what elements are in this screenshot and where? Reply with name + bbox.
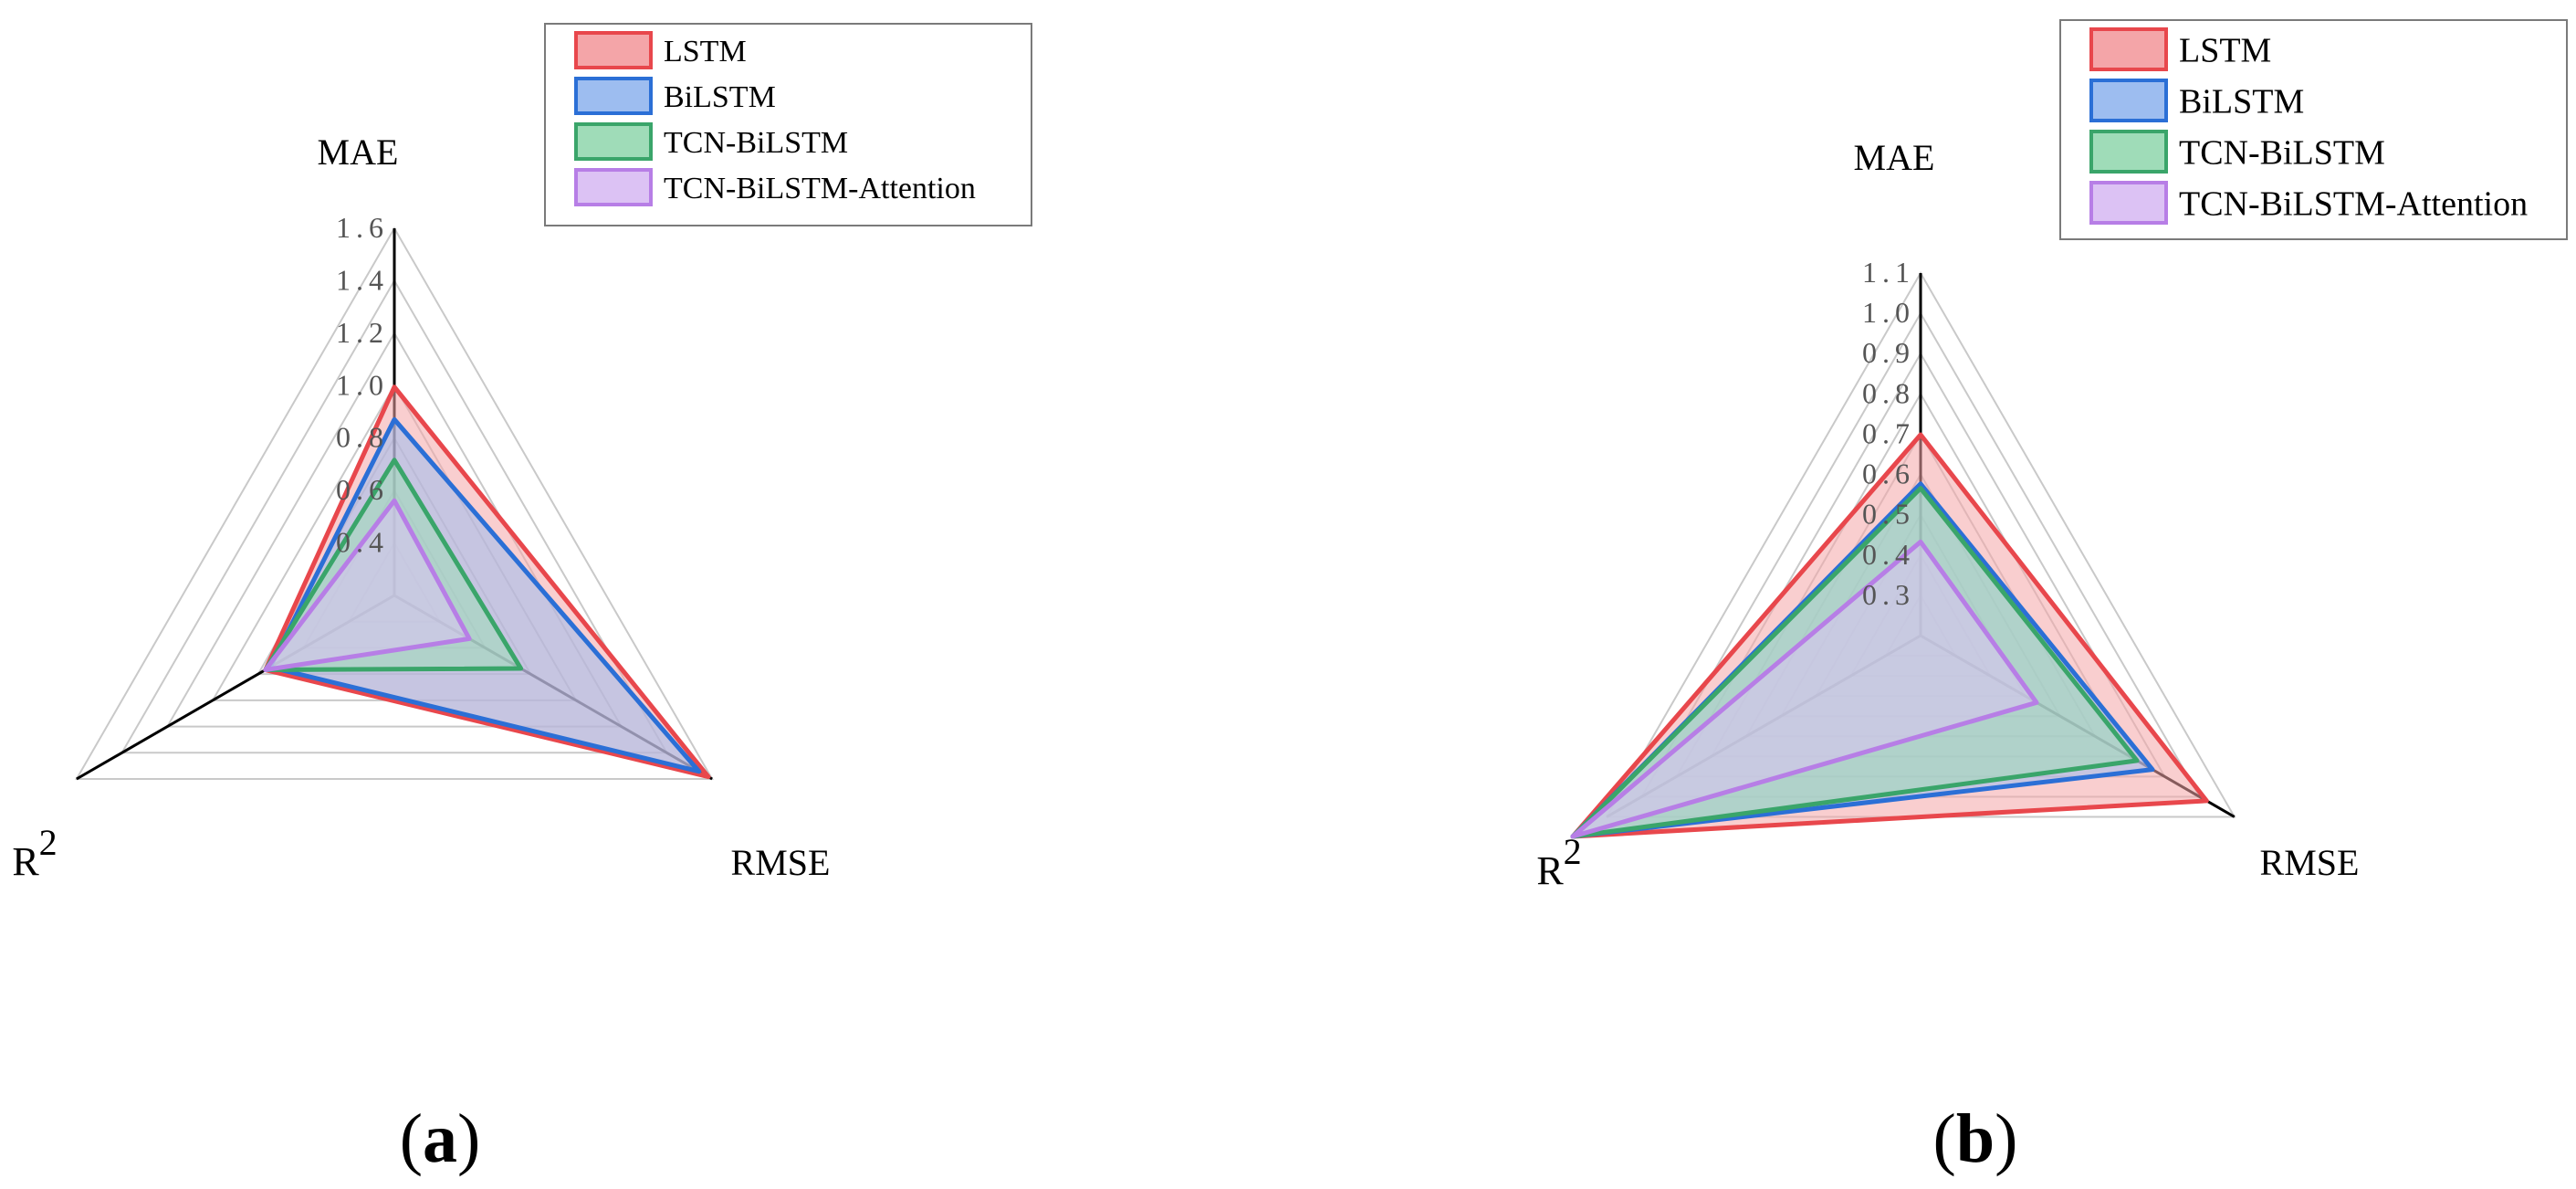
radar-chart-b: 0.3 0.4 0.5 0.6 0.7 0.8 0.9 1.0 1.1 MAE RMSE R2 LSTM… (1536, 19, 2568, 893)
legend-swatch-b-0 (2089, 27, 2168, 71)
legend-label-a-0: LSTM (664, 35, 747, 68)
grid-ring-a-7 (75, 226, 714, 780)
legend-a: LSTM BiLSTM TCN-BiLSTM TCN-BiLSTM-Attention (544, 23, 1032, 226)
series-polygon-a-3 (263, 498, 472, 673)
legend-label-b-2: TCN-BiLSTM (2179, 133, 2385, 172)
legend-swatch-a-2 (574, 122, 653, 161)
axis-label-r2-b: R2 (1536, 831, 1581, 893)
legend-label-b-1: BiLSTM (2179, 82, 2304, 121)
axis-label-mae-b: MAE (1854, 137, 1935, 178)
tick-label-a-3: 1.0 (336, 368, 389, 401)
axis-label-rmse-b: RMSE (2260, 842, 2360, 883)
tick-label-b-6: 0.9 (1862, 336, 1915, 369)
legend-label-a-1: BiLSTM (664, 80, 776, 114)
grid-ring-a-6 (120, 279, 669, 754)
tick-label-b-0: 0.3 (1862, 578, 1915, 611)
legend-swatch-b-2 (2089, 130, 2168, 174)
legend-swatch-a-1 (574, 77, 653, 115)
tick-label-a-4: 1.2 (336, 316, 389, 349)
tick-label-b-5: 0.8 (1862, 376, 1915, 409)
legend-swatch-a-3 (574, 168, 653, 206)
legend-label-a-3: TCN-BiLSTM-Attention (664, 172, 976, 205)
tick-label-a-1: 0.6 (336, 473, 389, 506)
tick-label-a-0: 0.4 (336, 526, 389, 559)
tick-label-b-7: 1.0 (1862, 296, 1915, 329)
axis-label-mae-a: MAE (318, 132, 399, 173)
legend-label-b-3: TCN-BiLSTM-Attention (2179, 184, 2528, 223)
axis-label-r2-a: R2 (12, 822, 57, 884)
legend-swatch-a-0 (574, 31, 653, 69)
legend-label-b-0: LSTM (2179, 31, 2271, 69)
tick-label-b-2: 0.5 (1862, 498, 1915, 531)
radar-chart-a: 0.4 0.6 0.8 1.0 1.2 1.4 1.6 MAE RMSE R2 LSTM BiLSTM… (12, 23, 1032, 884)
legend-b: LSTM BiLSTM TCN-BiLSTM TCN-BiLSTM-Attention (2059, 19, 2568, 240)
tick-label-a-2: 0.8 (336, 421, 389, 454)
tick-label-b-8: 1.1 (1862, 256, 1915, 289)
panel-label-b: (b) (1933, 1100, 2018, 1177)
tick-label-b-4: 0.7 (1862, 416, 1915, 449)
tick-label-b-3: 0.6 (1862, 458, 1915, 490)
legend-swatch-b-1 (2089, 79, 2168, 122)
axis-label-rmse-a: RMSE (731, 842, 831, 883)
legend-label-a-2: TCN-BiLSTM (664, 126, 848, 160)
series-polygon-b-3 (1570, 539, 2039, 839)
tick-label-b-1: 0.4 (1862, 538, 1915, 571)
legend-swatch-b-3 (2089, 181, 2168, 225)
tick-label-a-6: 1.6 (336, 211, 389, 244)
tick-label-a-5: 1.4 (336, 263, 389, 296)
panel-label-a: (a) (400, 1100, 481, 1177)
